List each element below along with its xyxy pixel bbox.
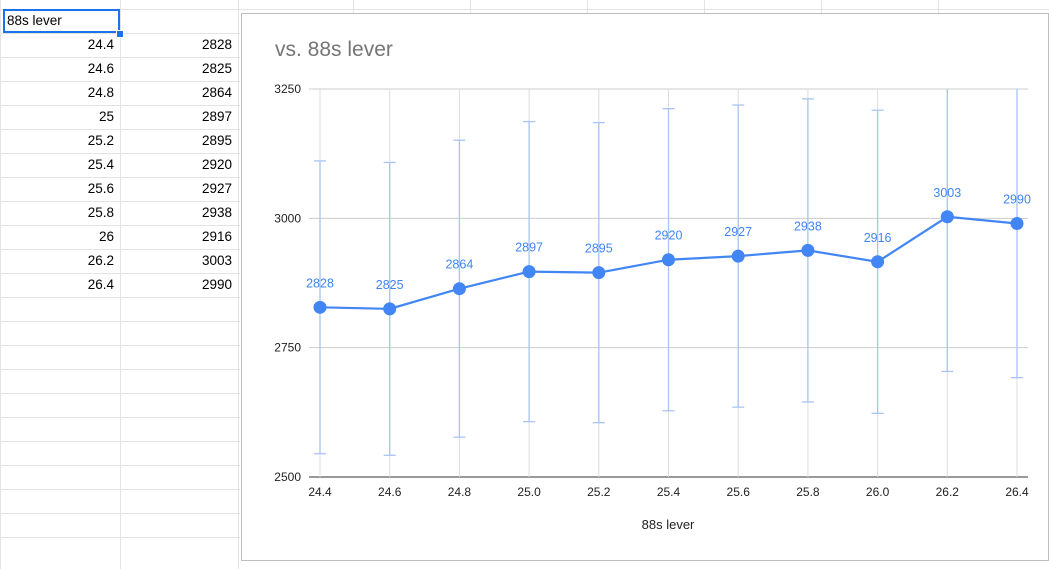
cell-a[interactable]: 24.6: [87, 61, 114, 76]
data-point: [871, 255, 885, 269]
x-tick-label: 25.2: [587, 485, 611, 499]
cell-a[interactable]: 25.2: [87, 133, 114, 148]
data-point: [1010, 217, 1024, 231]
cell-a[interactable]: 24.8: [87, 85, 114, 100]
x-tick-label: 25.6: [727, 485, 751, 499]
cell-a[interactable]: 25.8: [87, 205, 114, 220]
grid-row-line: [0, 153, 240, 154]
x-tick-label: 24.6: [378, 485, 402, 499]
data-label: 2938: [794, 219, 822, 233]
cell-b[interactable]: 2864: [201, 85, 232, 100]
cell-b[interactable]: 2895: [201, 133, 232, 148]
grid-row-line: [0, 81, 240, 82]
x-tick-label: 25.0: [517, 485, 541, 499]
grid-row-line: [0, 57, 240, 58]
grid-row-line: [238, 9, 1049, 10]
grid-row-line: [0, 465, 240, 466]
data-point: [522, 265, 536, 279]
grid-row-line: [0, 225, 240, 226]
grid-row-line: [0, 369, 240, 370]
grid-row-line: [0, 321, 240, 322]
data-label: 2916: [864, 231, 892, 245]
chart-title: vs. 88s lever: [275, 38, 393, 61]
cell-a[interactable]: 25: [98, 109, 114, 124]
data-point: [801, 243, 815, 257]
chart-card[interactable]: [241, 13, 1049, 561]
grid-column-line: [704, 0, 705, 13]
data-label: 2895: [585, 242, 613, 256]
cell-b[interactable]: 3003: [201, 253, 232, 268]
grid-column-line: [0, 0, 1, 569]
grid-column-line: [470, 0, 471, 13]
y-tick-label: 3250: [274, 82, 301, 96]
data-point: [731, 249, 745, 263]
data-point: [452, 282, 466, 296]
y-tick-label: 2750: [274, 341, 301, 355]
grid-row-line: [0, 417, 240, 418]
cell-b[interactable]: 2825: [201, 61, 232, 76]
cell-a[interactable]: 24.4: [87, 37, 114, 52]
data-label: 2864: [445, 258, 473, 272]
fill-handle[interactable]: [116, 30, 124, 38]
cell-a[interactable]: 25.4: [87, 157, 114, 172]
data-label: 2828: [306, 276, 334, 290]
data-point: [662, 253, 675, 267]
data-point: [940, 210, 954, 224]
data-point: [592, 266, 606, 280]
data-label: 2990: [1003, 193, 1031, 207]
y-tick-label: 2500: [274, 470, 301, 484]
cell-b[interactable]: 2920: [201, 157, 232, 172]
x-axis-title: 88s lever: [641, 517, 695, 532]
data-label: 2927: [724, 225, 752, 239]
grid-row-line: [0, 513, 240, 514]
grid-row-line: [0, 393, 240, 394]
y-tick-label: 3000: [274, 211, 301, 225]
cell-a[interactable]: 26.2: [87, 253, 114, 268]
cell-a[interactable]: 25.6: [87, 181, 114, 196]
grid-row-line: [0, 129, 240, 130]
cell-b[interactable]: 2990: [201, 277, 232, 292]
data-label: 2920: [655, 229, 683, 243]
cell-b[interactable]: 2897: [201, 109, 232, 124]
grid-row-line: [0, 297, 240, 298]
x-tick-label: 26.4: [1005, 485, 1029, 499]
x-tick-label: 26.0: [866, 485, 890, 499]
grid-column-line: [353, 0, 354, 13]
grid-row-line: [0, 441, 240, 442]
x-tick-label: 24.4: [308, 485, 332, 499]
cell-b[interactable]: 2927: [201, 181, 232, 196]
data-label: 2897: [515, 241, 543, 255]
cell-a[interactable]: 26: [98, 229, 114, 244]
grid-column-line: [938, 0, 939, 13]
data-point: [383, 302, 397, 316]
grid-column-line: [821, 0, 822, 13]
cell-b[interactable]: 2938: [201, 205, 232, 220]
data-label: 3003: [933, 186, 961, 200]
grid-row-line: [0, 489, 240, 490]
cell-b[interactable]: 2916: [201, 229, 232, 244]
x-tick-label: 25.8: [796, 485, 820, 499]
grid-row-line: [0, 201, 240, 202]
grid-column-line: [120, 0, 121, 569]
cell-b[interactable]: 2828: [201, 37, 232, 52]
grid-row-line: [0, 9, 240, 10]
x-tick-label: 26.2: [936, 485, 960, 499]
grid-column-line: [587, 0, 588, 13]
grid-row-line: [0, 105, 240, 106]
x-tick-label: 25.4: [657, 485, 681, 499]
grid-row-line: [0, 273, 240, 274]
grid-row-line: [0, 249, 240, 250]
grid-row-line: [0, 177, 240, 178]
selected-cell-a1[interactable]: 88s lever: [3, 9, 120, 33]
grid-row-line: [0, 345, 240, 346]
data-point: [313, 300, 327, 314]
x-tick-label: 24.8: [448, 485, 472, 499]
grid-column-line: [238, 0, 239, 569]
data-label: 2825: [376, 278, 404, 292]
grid-row-line: [0, 537, 240, 538]
cell-a[interactable]: 26.4: [87, 277, 114, 292]
